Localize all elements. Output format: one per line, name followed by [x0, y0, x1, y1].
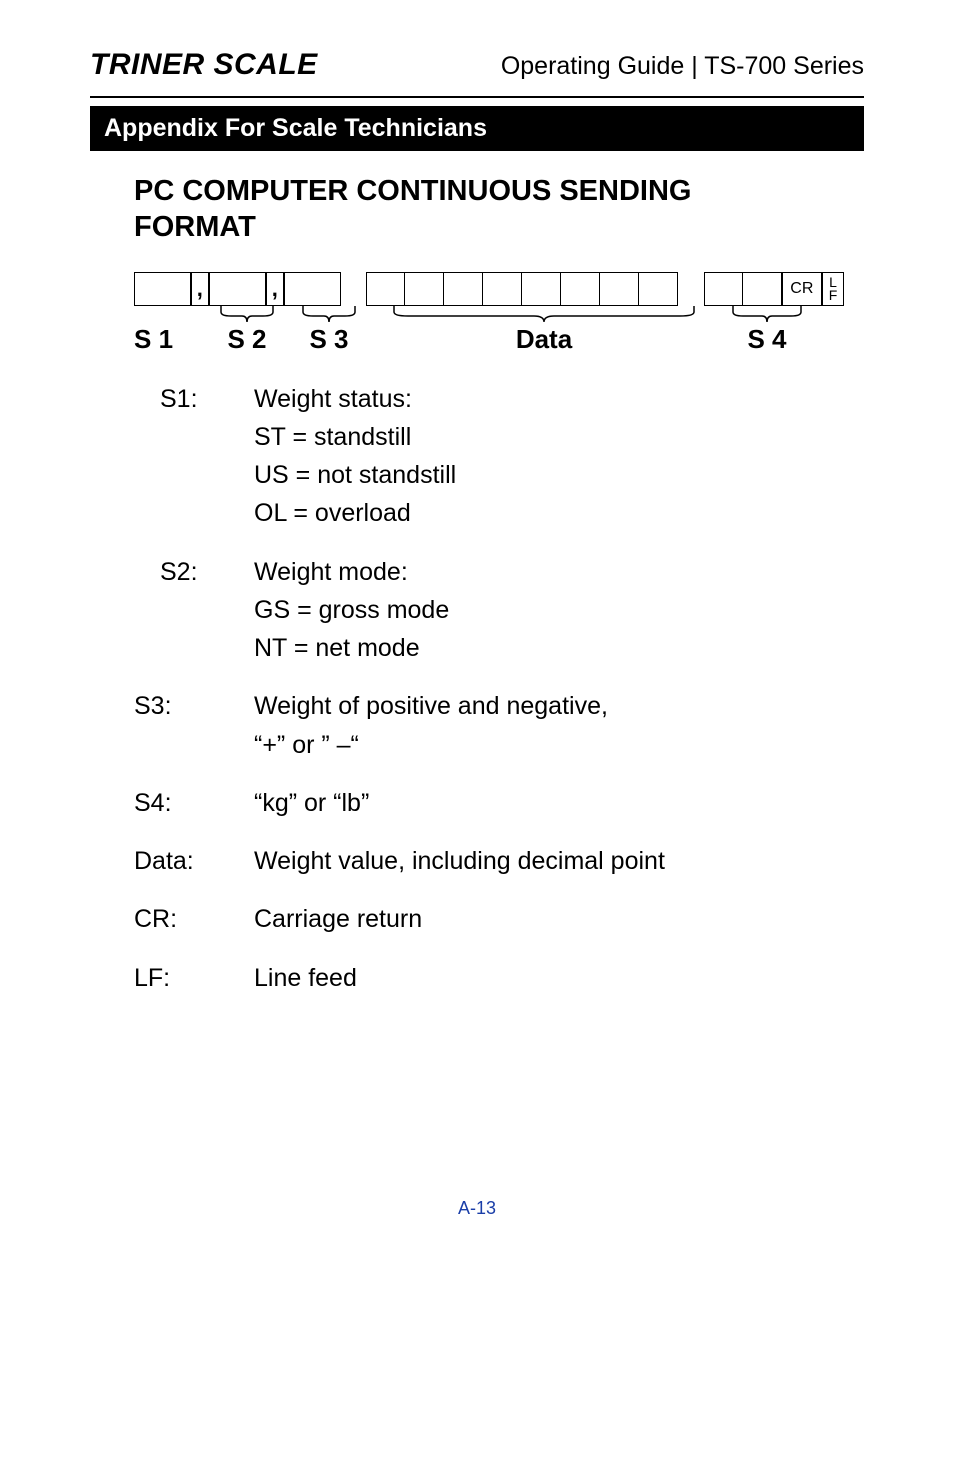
definitions-list: S1:Weight status:ST = standstillUS = not…: [134, 381, 844, 998]
definition-key: S4:: [134, 785, 254, 823]
definition-row: S2:Weight mode:GS = gross modeNT = net m…: [134, 554, 844, 669]
definition-row: S3:Weight of positive and negative,“+” o…: [134, 688, 844, 765]
definition-key: S1:: [134, 381, 254, 534]
definition-line: US = not standstill: [254, 457, 844, 493]
lf-bot: F: [829, 289, 838, 302]
definition-key: Data:: [134, 843, 254, 881]
definition-line: OL = overload: [254, 495, 844, 531]
definition-line: Weight of positive and negative,: [254, 688, 844, 724]
definition-key: CR:: [134, 901, 254, 939]
frame-diagram: , ,: [134, 272, 844, 355]
brace-s4: [728, 304, 806, 324]
guide-title: Operating Guide | TS-700 Series: [501, 52, 864, 81]
definition-row: S4:“kg” or “lb”: [134, 785, 844, 823]
brace-s3: [298, 304, 360, 324]
definition-line: Line feed: [254, 960, 844, 996]
definition-value: Weight status:ST = standstillUS = not st…: [254, 381, 844, 534]
cell-s3: [284, 272, 341, 306]
definition-value: Carriage return: [254, 901, 844, 939]
definition-line: GS = gross mode: [254, 592, 844, 628]
label-s3: S 3: [298, 324, 360, 355]
definition-value: Weight mode:GS = gross modeNT = net mode: [254, 554, 844, 669]
definition-row: LF:Line feed: [134, 960, 844, 998]
s4-cells: [704, 272, 782, 306]
definition-value: Weight of positive and negative,“+” or ”…: [254, 688, 844, 765]
label-data: Data: [388, 324, 700, 355]
definition-line: Weight mode:: [254, 554, 844, 590]
section-title-line1: PC COMPUTER CONTINUOUS SENDING: [134, 175, 691, 207]
appendix-bar: Appendix For Scale Technicians: [90, 106, 864, 151]
definition-value: Weight value, including decimal point: [254, 843, 844, 881]
label-s2: S 2: [216, 324, 278, 355]
definition-line: Carriage return: [254, 901, 844, 937]
header-rule: [90, 96, 864, 98]
cell-comma1: ,: [191, 272, 209, 306]
definition-row: S1:Weight status:ST = standstillUS = not…: [134, 381, 844, 534]
definition-key: LF:: [134, 960, 254, 998]
label-s1: S 1: [134, 324, 196, 355]
definition-key: S3:: [134, 688, 254, 765]
definition-line: “kg” or “lb”: [254, 785, 844, 821]
data-cells: [366, 272, 678, 306]
brand-title: TRINER SCALE: [90, 48, 318, 82]
cell-comma2: ,: [266, 272, 284, 306]
cell-lf: L F: [822, 272, 844, 306]
definition-value: Line feed: [254, 960, 844, 998]
label-s4: S 4: [728, 324, 806, 355]
section-title: PC COMPUTER CONTINUOUS SENDING FORMAT: [134, 173, 844, 246]
cell-cr: CR: [782, 272, 822, 306]
definition-line: Weight value, including decimal point: [254, 843, 844, 879]
definition-value: “kg” or “lb”: [254, 785, 844, 823]
definition-line: “+” or ” –“: [254, 727, 844, 763]
section-title-line2: FORMAT: [134, 211, 256, 243]
definition-row: Data:Weight value, including decimal poi…: [134, 843, 844, 881]
definition-key: S2:: [134, 554, 254, 669]
cell-s2: [209, 272, 266, 306]
definition-row: CR:Carriage return: [134, 901, 844, 939]
brace-s2: [216, 304, 278, 324]
brace-data: [388, 304, 700, 324]
definition-line: Weight status:: [254, 381, 844, 417]
definition-line: NT = net mode: [254, 630, 844, 666]
definition-line: ST = standstill: [254, 419, 844, 455]
cell-s1: [134, 272, 191, 306]
page-footer: A-13: [90, 1198, 864, 1219]
